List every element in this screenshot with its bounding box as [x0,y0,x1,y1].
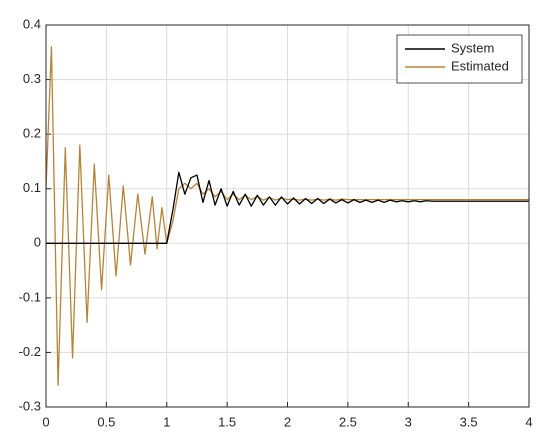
y-tick-label: -0.3 [19,398,41,413]
y-tick-label: 0.3 [23,71,41,86]
legend: System Estimated [396,34,523,84]
x-tick-label: 0 [42,414,49,429]
legend-label: System [451,40,494,55]
x-tick-label: 1.5 [218,414,236,429]
y-tick-label: 0 [34,235,41,250]
series-line [45,46,529,386]
x-tick-label: 2.5 [339,414,357,429]
x-tick-label: 0.5 [97,414,115,429]
axes-box [45,24,530,408]
legend-label: Estimated [451,58,509,73]
legend-box [396,34,523,84]
x-tick-label: 4 [525,414,532,429]
x-tick-label: 2 [284,414,291,429]
y-tick-label: 0.2 [23,126,41,141]
y-tick-label: -0.2 [19,344,41,359]
y-tick-label: 0.4 [23,16,41,31]
x-tick-label: 3.5 [460,414,478,429]
y-tick-label: -0.1 [19,289,41,304]
x-tick-label: 3 [405,414,412,429]
y-tick-label: 0.1 [23,180,41,195]
x-tick-label: 1 [163,414,170,429]
series-line [46,171,529,244]
